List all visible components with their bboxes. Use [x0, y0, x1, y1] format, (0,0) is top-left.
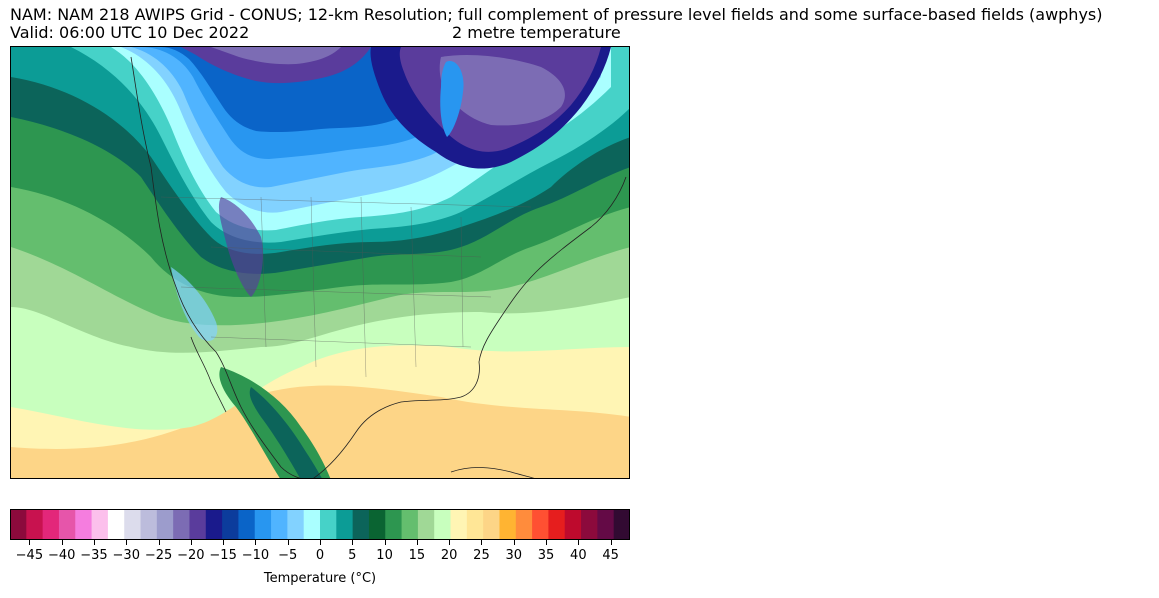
colorbar-tick-mark: [158, 540, 160, 545]
colorbar-swatch: [320, 509, 337, 540]
colorbar-tick-mark: [29, 540, 31, 545]
colorbar-tick-mark: [578, 540, 580, 545]
colorbar-tick-label: −40: [47, 548, 76, 563]
colorbar-swatch: [434, 509, 452, 540]
colorbar-tick-label: −10: [241, 548, 270, 563]
colorbar-swatch: [303, 509, 321, 540]
colorbar-swatch: [417, 509, 435, 540]
colorbar-swatch: [548, 509, 566, 540]
colorbar-swatch: [450, 509, 468, 540]
colorbar-swatch: [515, 509, 533, 540]
coastlines: [130, 56, 627, 478]
colorbar-tick-mark: [546, 540, 548, 545]
colorbar-tick-mark: [93, 540, 95, 545]
colorbar-tick-label: 15: [408, 548, 426, 563]
colorbar-tick-label: 35: [537, 548, 555, 563]
valid-time: Valid: 06:00 UTC 10 Dec 2022: [10, 23, 250, 42]
colorbar-tick-label: 5: [348, 548, 357, 563]
colorbar-tick-label: 25: [473, 548, 490, 563]
colorbar-swatch: [75, 509, 93, 540]
colorbar-tick-mark: [126, 540, 128, 545]
field-name: 2 metre temperature: [452, 23, 621, 42]
colorbar-tick-label: 40: [570, 548, 587, 563]
colorbar-tick-label: −20: [177, 548, 205, 563]
colorbar-tick-mark: [449, 540, 451, 545]
colorbar-label: Temperature (°C): [263, 571, 377, 586]
colorbar-swatch: [10, 509, 27, 540]
colorbar-swatch: [189, 509, 207, 540]
colorbar-tick-mark: [384, 540, 386, 545]
colorbar-swatch: [254, 509, 272, 540]
temperature-map[interactable]: [10, 46, 630, 479]
colorbar-swatch: [613, 509, 631, 540]
colorbar-tick-mark: [513, 540, 515, 545]
colorbar-tick-label: 0: [315, 548, 325, 563]
colorbar-swatch: [238, 509, 256, 540]
colorbar-tick-mark: [287, 540, 289, 545]
colorbar-tick-label: −15: [209, 548, 237, 563]
map-title: NAM: NAM 218 AWIPS Grid - CONUS; 12-km R…: [10, 5, 1103, 24]
colorbar-tick-mark: [352, 540, 354, 545]
colorbar-swatch: [42, 509, 60, 540]
hudson-bay: [440, 61, 464, 137]
colorbar-tick-mark: [223, 540, 225, 545]
colorbar-tick-label: −30: [112, 548, 140, 563]
colorbar-tick-label: −5: [278, 548, 298, 563]
colorbar-swatch: [336, 509, 354, 540]
colorbar-swatch: [352, 509, 370, 540]
colorbar-swatch: [532, 509, 549, 540]
colorbar-tick-mark: [190, 540, 192, 545]
colorbar-swatch: [156, 509, 174, 540]
colorbar-swatch: [287, 509, 305, 540]
temp-zone-m25-east: [439, 55, 565, 126]
colorbar-swatch: [401, 509, 419, 540]
colorbar-tick-label: −45: [15, 548, 44, 563]
colorbar-swatch: [124, 509, 142, 540]
colorbar-tick-mark: [610, 540, 612, 545]
colorbar-swatch: [581, 509, 598, 540]
colorbar-tick-mark: [481, 540, 483, 545]
colorbar-tick-mark: [320, 540, 321, 545]
colorbar-tick-label: −35: [80, 548, 108, 563]
colorbar-swatch: [564, 509, 582, 540]
colorbar-swatch: [368, 509, 386, 540]
colorbar-tick-label: 30: [505, 548, 523, 563]
colorbar-swatch: [483, 509, 500, 540]
colorbar-swatch: [205, 509, 223, 540]
colorbar-swatch: [58, 509, 76, 540]
colorbar-tick-label: 20: [440, 548, 458, 563]
colorbar-ticks: −45 −40 −35 −30 −25 −20 −15 −10 −5 0 5 10 15 20 25 30 35…: [10, 540, 630, 570]
colorbar-tick-label: −25: [144, 548, 173, 563]
colorbar-swatch: [222, 509, 239, 540]
colorbar-swatch: [466, 509, 484, 540]
colorbar-canvas: [10, 509, 631, 540]
colorbar-swatch: [173, 509, 190, 540]
map-canvas: [11, 47, 629, 478]
colorbar-swatch: [271, 509, 288, 540]
great-basin-cold: [171, 267, 218, 342]
colorbar-swatch: [499, 509, 517, 540]
colorbar-tick-mark: [255, 540, 257, 545]
colorbar-border: [10, 509, 630, 540]
colorbar-swatch: [140, 509, 158, 540]
rockies-cold: [218, 197, 263, 297]
colorbar-swatch: [26, 509, 44, 540]
colorbar-swatch: [597, 509, 615, 540]
colorbar-tick-label: 45: [602, 548, 619, 563]
state-borders: [160, 196, 532, 378]
temp-zone-m25: [211, 47, 341, 65]
colorbar-swatch: [91, 509, 109, 540]
mexico-highlands-cold: [249, 387, 322, 478]
colorbar-swatch: [107, 509, 125, 540]
temperature-colorbar: [10, 509, 631, 540]
colorbar-swatch: [385, 509, 403, 540]
colorbar-tick-mark: [61, 540, 63, 545]
colorbar-tick-mark: [416, 540, 418, 545]
colorbar-tick-label: 10: [376, 548, 393, 563]
